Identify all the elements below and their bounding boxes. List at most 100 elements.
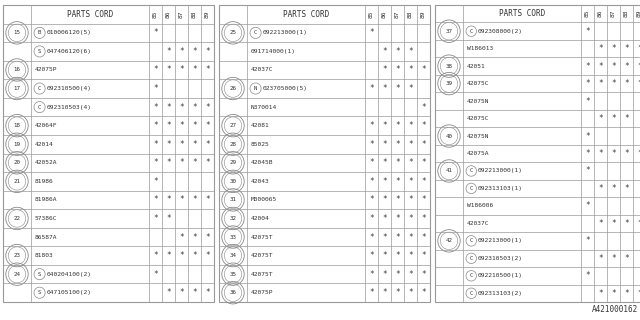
Text: *: *	[637, 44, 640, 53]
Text: 42075T: 42075T	[251, 235, 273, 240]
Text: *: *	[369, 288, 374, 297]
Text: W186006: W186006	[467, 204, 493, 208]
Text: *: *	[395, 158, 400, 167]
Text: *: *	[421, 121, 426, 130]
Text: N: N	[254, 86, 257, 91]
Text: *: *	[598, 184, 603, 193]
Text: C: C	[470, 238, 473, 243]
Text: *: *	[395, 47, 400, 56]
Text: *: *	[166, 196, 171, 204]
Text: 42052A: 42052A	[35, 160, 58, 165]
Text: *: *	[382, 66, 387, 75]
Text: C: C	[470, 168, 473, 173]
Text: 092210500(1): 092210500(1)	[477, 273, 522, 278]
Text: PARTS CORD: PARTS CORD	[283, 10, 329, 19]
Text: *: *	[408, 233, 413, 242]
Text: *: *	[369, 177, 374, 186]
Text: 27: 27	[230, 123, 237, 128]
Text: 20: 20	[13, 160, 20, 165]
Text: 28: 28	[230, 142, 237, 147]
Text: 87: 87	[179, 11, 184, 18]
Text: 42075N: 42075N	[467, 99, 490, 104]
Text: *: *	[192, 103, 197, 112]
Text: 42075P: 42075P	[35, 68, 58, 72]
Text: *: *	[382, 270, 387, 279]
Text: 21: 21	[13, 179, 20, 184]
Text: *: *	[153, 84, 158, 93]
Text: *: *	[611, 62, 616, 71]
Text: *: *	[395, 288, 400, 297]
Text: 42075C: 42075C	[467, 116, 490, 121]
Text: PARTS CORD: PARTS CORD	[499, 9, 545, 18]
Text: *: *	[395, 66, 400, 75]
Text: *: *	[421, 177, 426, 186]
Text: *: *	[369, 270, 374, 279]
Text: *: *	[395, 140, 400, 149]
Text: 31: 31	[230, 197, 237, 203]
Text: 42004: 42004	[251, 216, 269, 221]
Text: *: *	[153, 177, 158, 186]
Text: 42081: 42081	[251, 123, 269, 128]
Text: 89: 89	[421, 11, 426, 18]
Text: 19: 19	[13, 142, 20, 147]
Text: *: *	[585, 62, 590, 71]
Text: C: C	[38, 86, 41, 91]
Text: 42: 42	[445, 238, 452, 243]
Text: *: *	[153, 66, 158, 75]
Text: *: *	[624, 62, 629, 71]
Text: 42045B: 42045B	[251, 160, 273, 165]
Text: *: *	[408, 288, 413, 297]
Text: *: *	[395, 214, 400, 223]
Text: 22: 22	[13, 216, 20, 221]
Text: 86: 86	[598, 10, 603, 18]
Text: *: *	[153, 140, 158, 149]
Text: *: *	[598, 79, 603, 88]
Text: C: C	[38, 105, 41, 109]
Text: *: *	[585, 201, 590, 211]
Text: *: *	[179, 140, 184, 149]
Text: 15: 15	[13, 30, 20, 35]
Text: 33: 33	[230, 235, 237, 240]
Text: 42043: 42043	[251, 179, 269, 184]
Text: *: *	[205, 158, 210, 167]
Text: *: *	[166, 158, 171, 167]
Text: 092308000(2): 092308000(2)	[477, 29, 522, 34]
Text: *: *	[166, 47, 171, 56]
Text: *: *	[179, 288, 184, 297]
Text: 29: 29	[230, 160, 237, 165]
Text: 047406120(6): 047406120(6)	[46, 49, 91, 54]
Text: 092310503(4): 092310503(4)	[46, 105, 91, 109]
Text: 42051: 42051	[467, 64, 486, 69]
Text: *: *	[408, 121, 413, 130]
Text: *: *	[205, 66, 210, 75]
Text: 85: 85	[153, 11, 158, 18]
Text: 88: 88	[192, 11, 197, 18]
Text: *: *	[382, 288, 387, 297]
Text: *: *	[637, 149, 640, 158]
Text: *: *	[421, 66, 426, 75]
Text: *: *	[624, 44, 629, 53]
Text: 040204100(2): 040204100(2)	[46, 272, 91, 277]
Text: *: *	[624, 184, 629, 193]
Text: *: *	[153, 196, 158, 204]
Text: *: *	[179, 196, 184, 204]
Bar	[3, 5, 214, 302]
Text: *: *	[408, 196, 413, 204]
Text: *: *	[382, 251, 387, 260]
Text: C: C	[470, 256, 473, 261]
Text: *: *	[369, 196, 374, 204]
Text: 26: 26	[230, 86, 237, 91]
Text: *: *	[585, 79, 590, 88]
Text: 86: 86	[382, 11, 387, 18]
Text: *: *	[153, 270, 158, 279]
Text: 092213000(1): 092213000(1)	[262, 30, 307, 35]
Text: *: *	[179, 158, 184, 167]
Text: *: *	[382, 84, 387, 93]
Text: 092310503(2): 092310503(2)	[477, 256, 522, 261]
Text: *: *	[611, 79, 616, 88]
Text: *: *	[192, 140, 197, 149]
Text: *: *	[382, 214, 387, 223]
Text: *: *	[421, 270, 426, 279]
Text: 16: 16	[13, 68, 20, 72]
Text: 17: 17	[13, 86, 20, 91]
